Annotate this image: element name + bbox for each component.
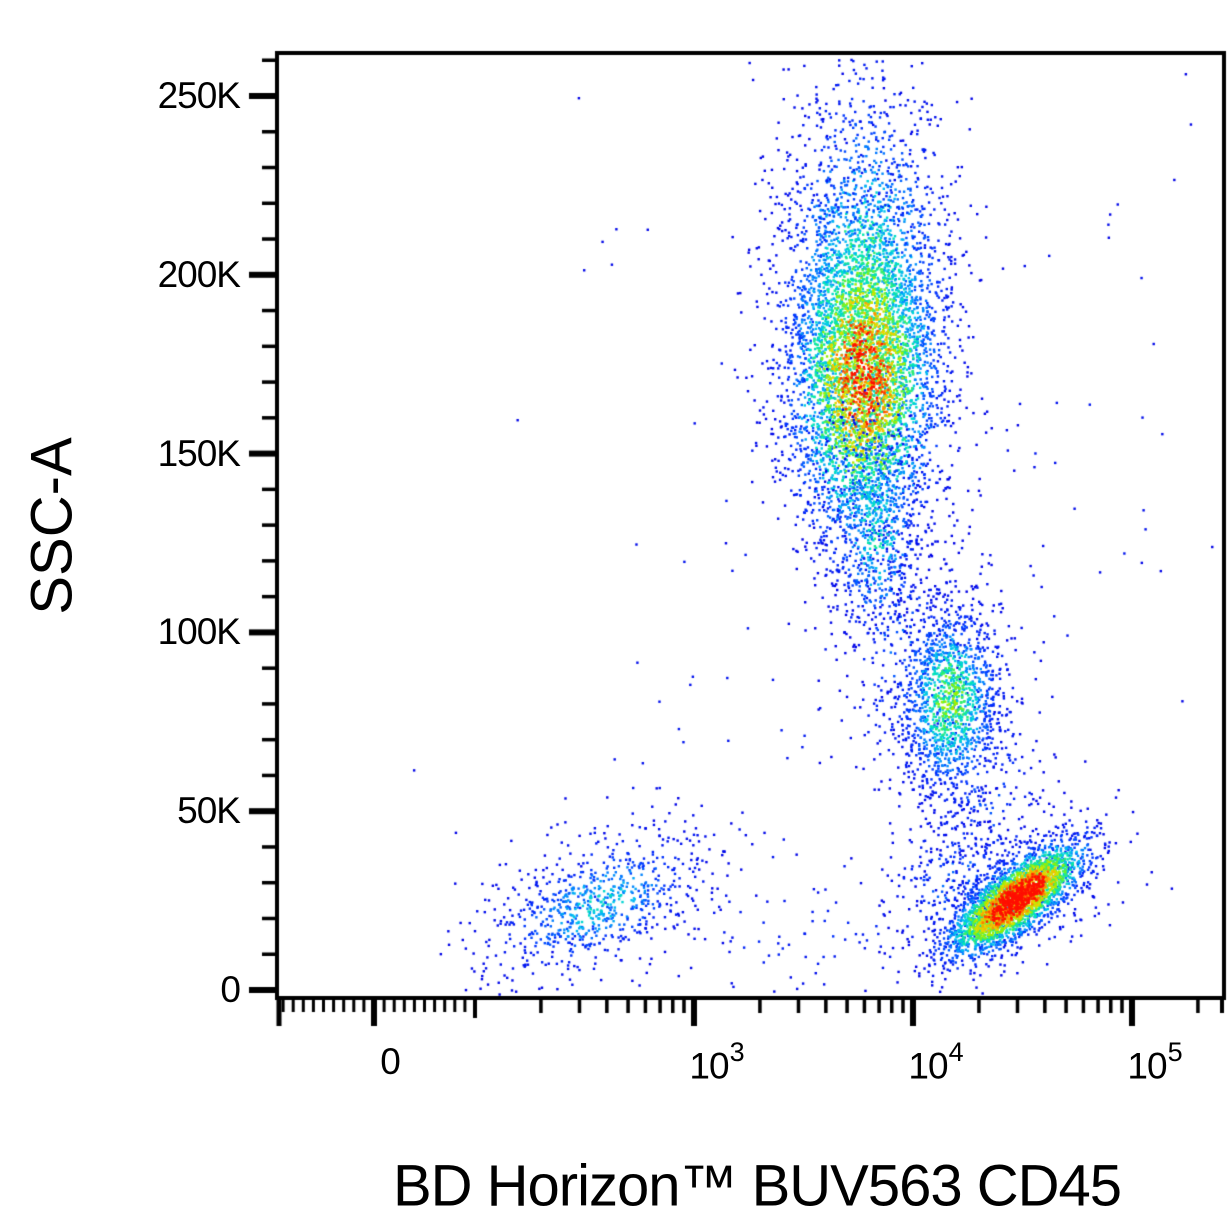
x-tick-label: 103 bbox=[689, 1037, 744, 1087]
y-tick-label: 150K bbox=[157, 432, 241, 474]
y-axis-title: SSC-A bbox=[19, 437, 85, 615]
y-tick-label: 0 bbox=[220, 969, 241, 1010]
x-axis-title: BD Horizon™ BUV563 CD45 bbox=[392, 1153, 1122, 1219]
y-tick-label: 250K bbox=[157, 75, 241, 116]
x-tick-base: 10 bbox=[689, 1045, 729, 1087]
x-tick-base: 10 bbox=[908, 1045, 948, 1087]
y-tick-label: 50K bbox=[177, 790, 241, 832]
x-tick-base: 10 bbox=[1127, 1045, 1167, 1087]
x-tick-exponent: 4 bbox=[948, 1037, 964, 1067]
y-tick-label: 200K bbox=[157, 253, 241, 295]
x-tick-exponent: 5 bbox=[1167, 1037, 1183, 1067]
x-tick-label: 0 bbox=[380, 1041, 401, 1082]
x-tick-exponent: 3 bbox=[729, 1037, 745, 1067]
x-tick-label: 104 bbox=[908, 1037, 963, 1087]
y-tick-label: 100K bbox=[157, 611, 241, 653]
x-tick-label: 105 bbox=[1127, 1037, 1182, 1087]
